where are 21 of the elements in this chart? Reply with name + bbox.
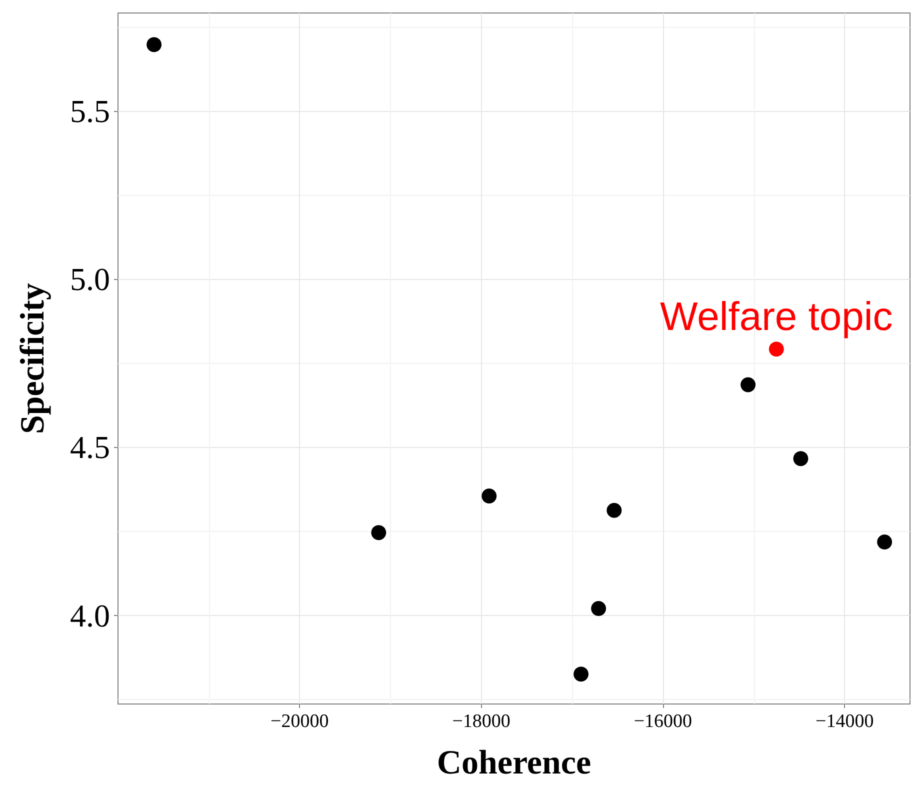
point: [371, 525, 386, 540]
annotation: Welfare topic: [660, 295, 893, 340]
x-tick-label: −18000: [452, 711, 510, 732]
y-axis-title: Specificity: [14, 282, 52, 434]
point: [482, 488, 497, 504]
point: [877, 534, 892, 550]
x-tick-label: −16000: [634, 711, 692, 732]
point: [606, 502, 622, 518]
point: [591, 601, 606, 616]
y-tick-label: 4.5: [70, 429, 110, 466]
y-tick-label: 5.0: [70, 261, 110, 298]
x-tick-label: −20000: [270, 711, 329, 732]
point: [768, 342, 784, 357]
point: [793, 451, 808, 466]
point: [740, 377, 756, 392]
x-tick-label: −14000: [815, 711, 874, 732]
point: [146, 37, 162, 52]
y-tick-label: 5.5: [70, 93, 110, 130]
x-axis-title: Coherence: [436, 744, 592, 782]
point: [574, 666, 589, 682]
y-tick-label: 4.0: [70, 597, 110, 634]
